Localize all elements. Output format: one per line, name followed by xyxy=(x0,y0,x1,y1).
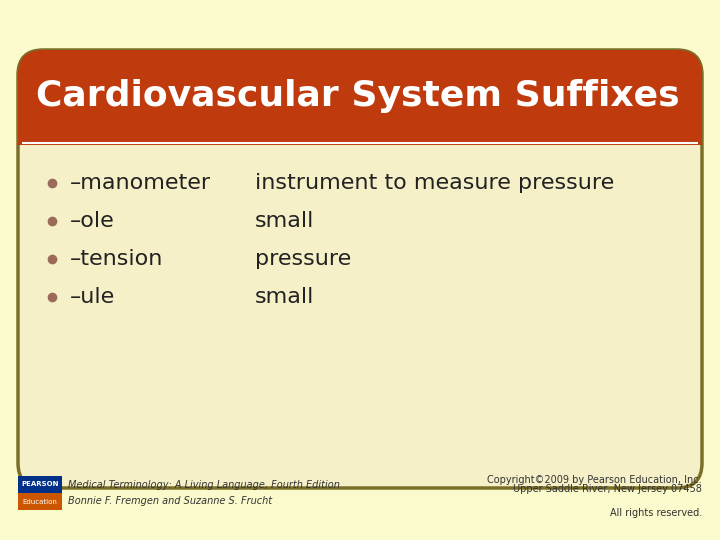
Text: Bonnie F. Fremgen and Suzanne S. Frucht: Bonnie F. Fremgen and Suzanne S. Frucht xyxy=(68,496,272,507)
Text: –manometer: –manometer xyxy=(70,173,211,193)
Text: –ule: –ule xyxy=(70,287,115,307)
FancyBboxPatch shape xyxy=(18,50,702,488)
Text: Copyright©2009 by Pearson Education, Inc.: Copyright©2009 by Pearson Education, Inc… xyxy=(487,475,702,485)
Text: pressure: pressure xyxy=(255,249,351,269)
Text: Medical Terminology: A Living Language, Fourth Edition: Medical Terminology: A Living Language, … xyxy=(68,480,340,489)
Bar xyxy=(18,115,702,145)
Bar xyxy=(18,493,62,510)
Text: small: small xyxy=(255,211,315,231)
Text: Cardiovascular System Suffixes: Cardiovascular System Suffixes xyxy=(36,79,680,113)
Text: small: small xyxy=(255,287,315,307)
Text: Education: Education xyxy=(22,498,58,504)
Bar xyxy=(18,476,62,493)
Text: PEARSON: PEARSON xyxy=(22,482,59,488)
Text: –tension: –tension xyxy=(70,249,163,269)
Text: All rights reserved.: All rights reserved. xyxy=(610,508,702,518)
Text: –ole: –ole xyxy=(70,211,114,231)
Text: instrument to measure pressure: instrument to measure pressure xyxy=(255,173,614,193)
FancyBboxPatch shape xyxy=(18,50,702,145)
Text: Upper Saddle River, New Jersey 07458: Upper Saddle River, New Jersey 07458 xyxy=(513,484,702,494)
